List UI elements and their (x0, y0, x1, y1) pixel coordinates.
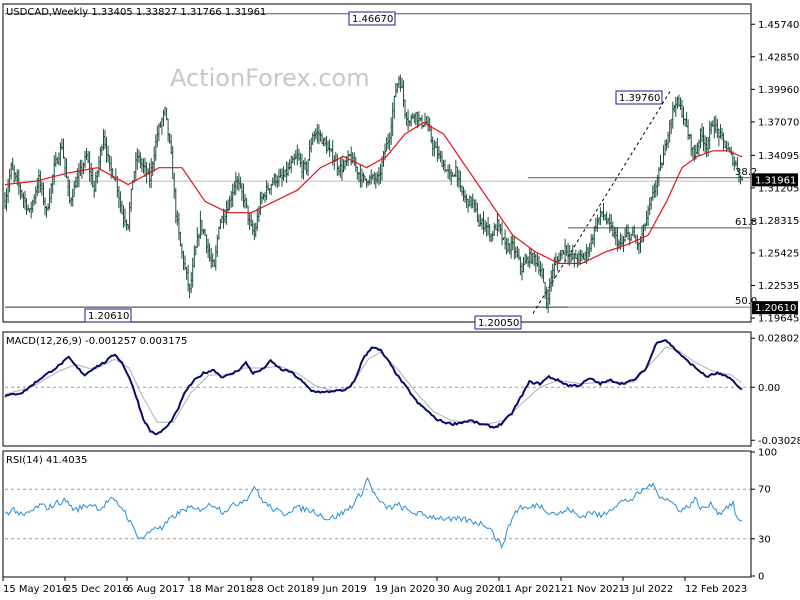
price-tick-label: 1.34095 (758, 151, 799, 162)
price-tick-label: 1.25425 (758, 248, 799, 259)
support-price-tag (752, 301, 798, 315)
rsi-tick-label: 30 (758, 534, 771, 545)
fib-label: 38.2 (735, 167, 757, 178)
macd-plot-area (4, 338, 751, 436)
macd-signal-line (4, 346, 742, 425)
price-tick-label: 1.22535 (758, 281, 799, 292)
axes: 1.45740 1.42850 1.39960 1.37070 1.34095 1.312… (2, 20, 800, 595)
annotation-label: 1.20050 (478, 318, 519, 329)
x-tick-label: 30 Aug 2020 (437, 584, 501, 595)
rsi-tick-label: 70 (758, 485, 771, 496)
price-tick-label: 1.28315 (758, 216, 799, 227)
macd-main-line (4, 338, 743, 436)
price-tick-label: 1.42850 (758, 52, 799, 63)
annotation-label: 1.39760 (619, 93, 660, 104)
macd-label: MACD(12,26,9) -0.001257 0.003175 (6, 336, 187, 347)
annotation-box (348, 11, 396, 26)
rsi-panel-frame (2, 450, 752, 578)
watermark: ActionForex.com (170, 64, 370, 92)
price-plot-area: 38.2 61.8 50.0 1.46670 1.39760 1.20610 1.20050 (4, 11, 757, 330)
x-tick-label: 11 Apr 2021 (499, 584, 561, 595)
fib-label: 50.0 (735, 296, 757, 307)
x-tick-label: 9 Jun 2019 (313, 584, 367, 595)
price-tick-label: 1.19645 (758, 314, 799, 325)
fib-trendline (532, 91, 671, 314)
rsi-tick-label: 0 (758, 572, 764, 583)
price-tick-label: 1.39960 (758, 85, 799, 96)
current-price-tag (752, 173, 798, 187)
chart-header: USDCAD,Weekly 1.33405 1.33827 1.31766 1.… (6, 7, 266, 18)
x-tick-label: 6 Aug 2017 (127, 584, 185, 595)
x-tick-label: 3 Jul 2022 (623, 584, 673, 595)
x-tick-label: 19 Jan 2020 (375, 584, 435, 595)
x-tick-label: 15 May 2016 (3, 584, 68, 595)
price-bars (4, 74, 743, 314)
fib-label: 61.8 (735, 217, 757, 228)
rsi-line (4, 476, 743, 550)
price-panel-frame (2, 3, 752, 323)
annotation-box (474, 315, 522, 330)
annotation-label: 1.20610 (88, 311, 129, 322)
x-tick-label: 25 Dec 2016 (65, 584, 129, 595)
x-tick-label: 12 Feb 2023 (685, 584, 747, 595)
rsi-label: RSI(14) 41.4035 (6, 455, 87, 466)
rsi-plot-area (4, 476, 751, 550)
macd-tick-label: 0.00 (758, 383, 780, 394)
price-tick-label: 1.31205 (758, 183, 799, 194)
annotation-box (615, 90, 663, 105)
price-tick-label: 1.37070 (758, 117, 799, 128)
macd-tick-label: 0.028028 (758, 334, 800, 345)
macd-panel-frame (2, 331, 752, 447)
x-tick-label: 28 Oct 2018 (251, 584, 313, 595)
macd-tick-label: -0.030286 (758, 436, 800, 447)
annotation-box (84, 308, 132, 323)
rsi-tick-label: 100 (758, 448, 777, 459)
support-price-label: 1.20610 (755, 303, 796, 314)
moving-average-line (4, 121, 742, 264)
price-bar (741, 176, 743, 181)
price-tick-label: 1.45740 (758, 20, 799, 31)
x-tick-label: 21 Nov 2021 (561, 584, 625, 595)
x-tick-label: 18 Mar 2018 (189, 584, 252, 595)
annotation-label: 1.46670 (352, 14, 393, 25)
current-price-label: 1.31961 (755, 175, 796, 186)
